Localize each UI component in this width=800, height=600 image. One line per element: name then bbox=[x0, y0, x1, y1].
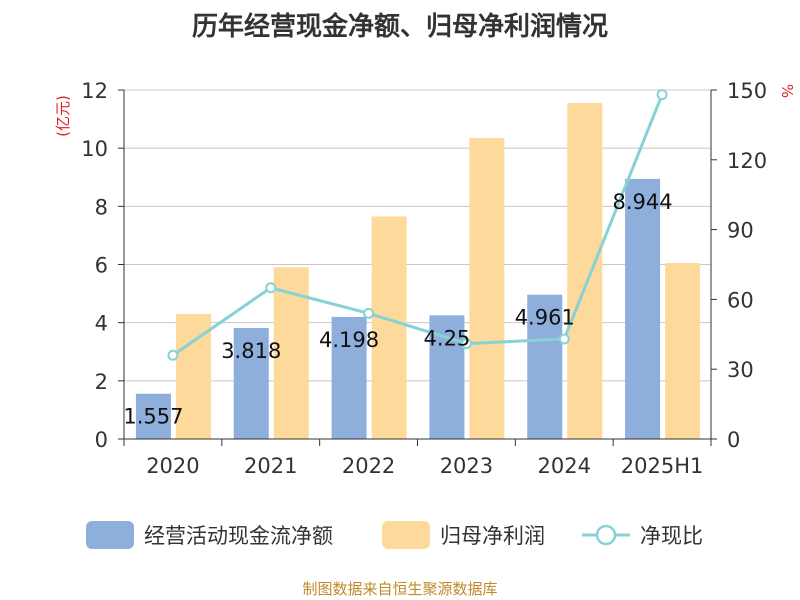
bar-operating-cash-flow bbox=[527, 294, 563, 439]
x-axis-tick-label: 2021 bbox=[244, 454, 297, 478]
bar-series bbox=[135, 103, 701, 440]
left-axis-tick-label: 12 bbox=[81, 79, 108, 103]
bar-operating-cash-flow bbox=[135, 393, 171, 439]
x-axis-tick-label: 2023 bbox=[440, 454, 493, 478]
x-axis-tick-label: 2022 bbox=[342, 454, 395, 478]
ratio-line-series bbox=[167, 89, 668, 361]
x-axis-tick-label: 2024 bbox=[538, 454, 591, 478]
left-axis-unit: (亿元) bbox=[54, 95, 72, 137]
legend-swatch-operating-cash-flow bbox=[86, 521, 134, 549]
bar-net-profit bbox=[567, 103, 603, 440]
left-axis-tick-label: 6 bbox=[95, 254, 108, 278]
right-axis-tick-label: 60 bbox=[727, 288, 754, 312]
legend-label-ratio: 净现比 bbox=[640, 524, 703, 548]
data-labels: 1.557 3.818 4.198 4.25 4.961 8.944 bbox=[123, 190, 672, 429]
bar-operating-cash-flow bbox=[429, 315, 465, 439]
gridlines bbox=[124, 89, 711, 382]
bar-data-label: 3.818 bbox=[221, 339, 281, 363]
left-axis-tick-label: 2 bbox=[95, 370, 108, 394]
ratio-point bbox=[363, 307, 375, 319]
bar-net-profit bbox=[371, 216, 407, 439]
legend-label-net-profit: 归母净利润 bbox=[440, 524, 545, 548]
legend: 经营活动现金流净额 归母净利润 净现比 bbox=[86, 521, 703, 549]
left-axis-tick-label: 4 bbox=[95, 312, 108, 336]
right-axis-tick-label: 30 bbox=[727, 358, 754, 382]
left-axis-tick-label: 0 bbox=[95, 428, 108, 452]
legend-marker-ratio bbox=[595, 524, 617, 546]
ratio-point bbox=[656, 89, 668, 101]
right-axis-tick-label: 90 bbox=[727, 219, 754, 243]
ratio-line bbox=[172, 94, 664, 357]
chart-title: 历年经营现金净额、归母净利润情况 bbox=[191, 12, 608, 42]
ratio-point bbox=[167, 349, 179, 361]
bar-data-label: 4.198 bbox=[319, 328, 379, 352]
source-note: 制图数据来自恒生聚源数据库 bbox=[302, 580, 498, 598]
x-axis-tick-label: 2025H1 bbox=[621, 454, 704, 478]
bar-operating-cash-flow bbox=[331, 316, 367, 439]
left-axis-tick-label: 8 bbox=[95, 195, 108, 219]
right-axis-tick-label: 150 bbox=[727, 79, 767, 103]
x-axis-tick-label: 2020 bbox=[146, 454, 199, 478]
bar-data-label: 1.557 bbox=[123, 405, 183, 429]
legend-swatch-net-profit bbox=[382, 521, 430, 549]
bar-operating-cash-flow bbox=[625, 178, 661, 439]
right-axis-tick-label: 0 bbox=[727, 428, 740, 452]
right-axis-unit: % bbox=[778, 84, 796, 98]
bar-data-label: 4.25 bbox=[424, 326, 471, 350]
ratio-point bbox=[265, 282, 277, 294]
ratio-point bbox=[558, 333, 570, 345]
bar-data-label: 4.961 bbox=[515, 306, 575, 330]
bar-data-label: 8.944 bbox=[613, 190, 673, 214]
bar-net-profit bbox=[665, 263, 701, 439]
left-axis-tick-label: 10 bbox=[81, 137, 108, 161]
bar-net-profit bbox=[469, 137, 505, 440]
legend-label-operating-cash-flow: 经营活动现金流净额 bbox=[144, 524, 333, 548]
ratio-point bbox=[460, 338, 472, 350]
bar-operating-cash-flow bbox=[233, 327, 269, 439]
right-axis-tick-label: 120 bbox=[727, 149, 767, 173]
